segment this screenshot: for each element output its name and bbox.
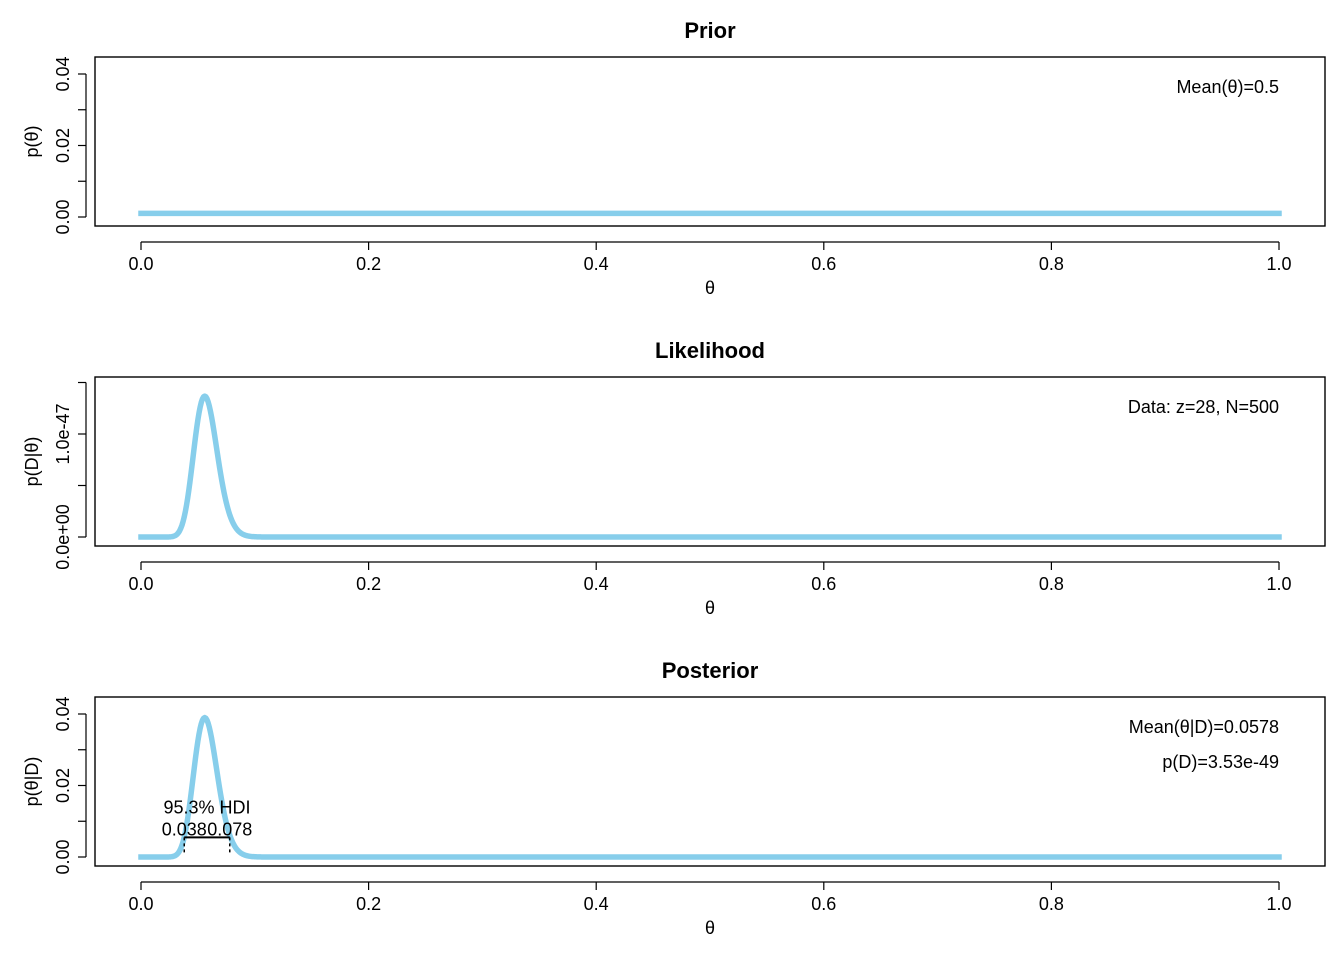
x-tick-label: 0.0 <box>128 894 153 914</box>
x-tick-label: 0.6 <box>811 254 836 274</box>
x-tick-label: 0.0 <box>128 254 153 274</box>
x-tick-label: 0.8 <box>1039 574 1064 594</box>
plot-frame <box>94 56 1326 227</box>
series-line <box>138 714 1282 860</box>
chart-title: Posterior <box>662 658 759 683</box>
y-tick-label: 1.0e-47 <box>53 403 73 464</box>
hdi-low-label: 0.038 <box>162 819 207 839</box>
y-tick-label: 0.04 <box>53 56 73 91</box>
series-line <box>138 393 1282 540</box>
plot-frame <box>94 696 1326 867</box>
y-axis-label: p(θ|D) <box>22 757 42 807</box>
panel-prior: Prior 0.0 0.2 0.4 0.6 0.8 1.0 θ 0.00 0.02 0.04 p(θ)… <box>22 18 1326 298</box>
panel-likelihood: Likelihood 0.0 0.2 0.4 0.6 0.8 1.0 θ 0.0e+00 1.0e… <box>22 338 1326 618</box>
y-tick-label: 0.00 <box>53 839 73 874</box>
x-axis-label: θ <box>705 918 715 938</box>
x-tick-label: 0.0 <box>128 574 153 594</box>
annotation: Data: z=28, N=500 <box>1128 397 1279 417</box>
x-tick-label: 0.4 <box>584 574 609 594</box>
x-tick-label: 0.8 <box>1039 254 1064 274</box>
x-tick-label: 1.0 <box>1266 574 1291 594</box>
hdi-label: 95.3% HDI <box>163 797 250 817</box>
x-tick-label: 0.2 <box>356 254 381 274</box>
x-tick-label: 0.6 <box>811 894 836 914</box>
x-tick-label: 0.4 <box>584 894 609 914</box>
annotation: Mean(θ|D)=0.0578 <box>1129 717 1279 737</box>
x-tick-label: 1.0 <box>1266 894 1291 914</box>
plot-frame <box>94 376 1326 547</box>
chart-title: Likelihood <box>655 338 765 363</box>
annotation: p(D)=3.53e-49 <box>1162 752 1279 772</box>
x-tick-label: 0.2 <box>356 894 381 914</box>
y-tick-label: 0.02 <box>53 768 73 803</box>
x-axis-label: θ <box>705 278 715 298</box>
x-tick-label: 0.2 <box>356 574 381 594</box>
hdi-high-label: 0.078 <box>207 819 252 839</box>
y-tick-label: 0.02 <box>53 128 73 163</box>
x-tick-label: 0.4 <box>584 254 609 274</box>
y-tick-label: 0.00 <box>53 199 73 234</box>
y-tick-label: 0.0e+00 <box>53 504 73 570</box>
x-tick-label: 1.0 <box>1266 254 1291 274</box>
x-tick-label: 0.6 <box>811 574 836 594</box>
panel-posterior: Posterior 0.0 0.2 0.4 0.6 0.8 1.0 θ 0.00 0.02 0.04… <box>22 658 1326 938</box>
x-tick-label: 0.8 <box>1039 894 1064 914</box>
annotation: Mean(θ)=0.5 <box>1176 77 1279 97</box>
y-axis-label: p(D|θ) <box>22 437 42 487</box>
chart-title: Prior <box>684 18 736 43</box>
y-tick-label: 0.04 <box>53 696 73 731</box>
y-axis-label: p(θ) <box>22 125 42 157</box>
x-axis-label: θ <box>705 598 715 618</box>
